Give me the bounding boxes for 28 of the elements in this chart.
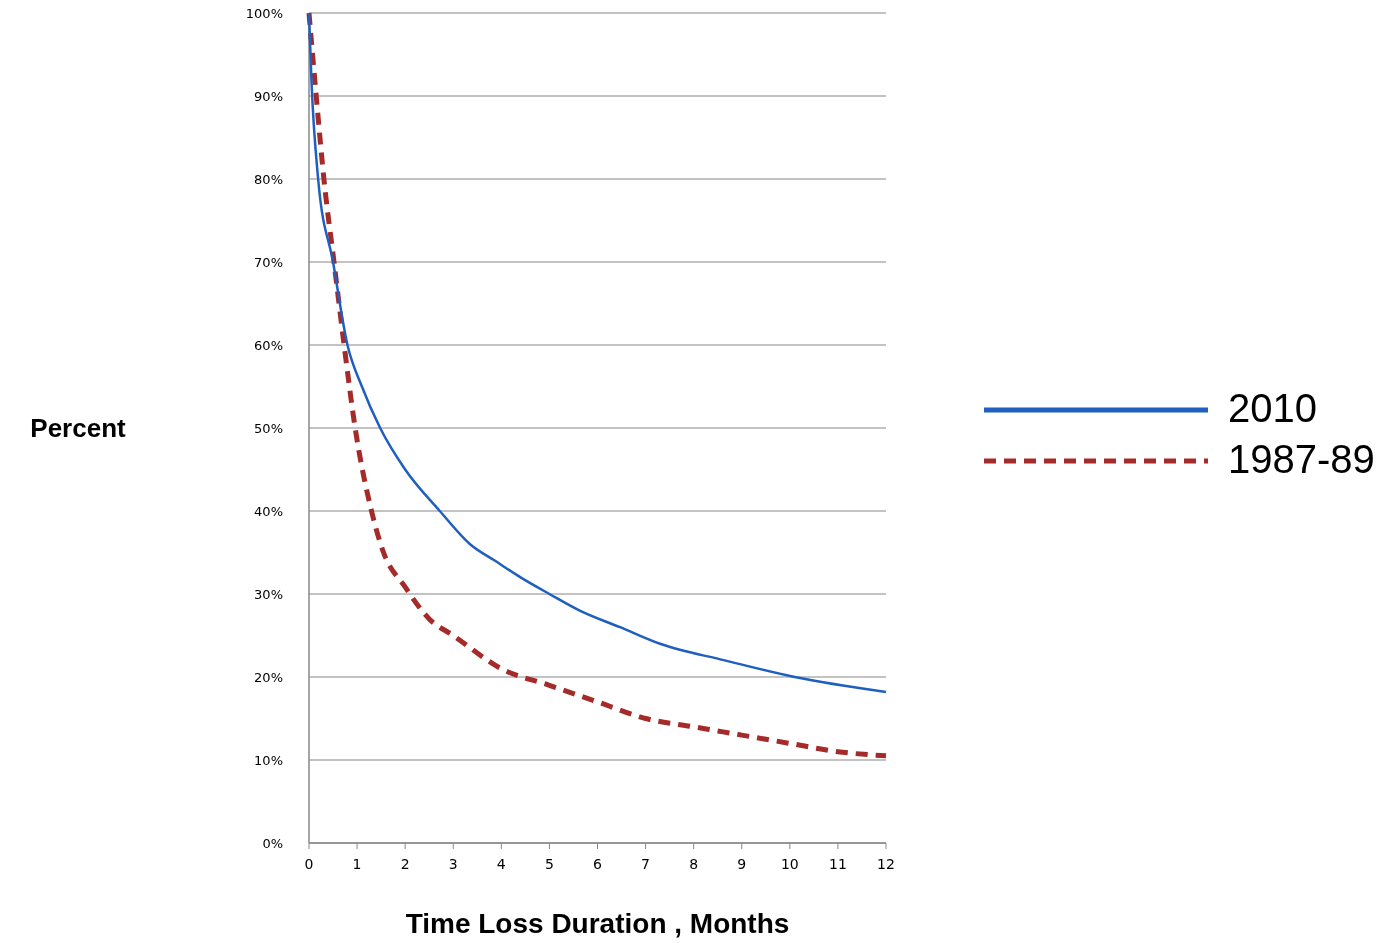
x-tick-label: 1 — [352, 856, 362, 872]
y-tick-label: 30% — [254, 587, 283, 602]
x-tick-label: 7 — [641, 856, 651, 872]
x-tick-label: 11 — [829, 856, 847, 872]
y-tick-label: 0% — [262, 836, 283, 851]
y-tick-label: 90% — [254, 89, 283, 104]
y-tick-label: 20% — [254, 670, 283, 685]
x-tick-label: 0 — [304, 856, 314, 872]
y-tick-label: 60% — [254, 338, 283, 353]
y-axis-title: Percent — [30, 413, 127, 443]
x-tick-label: 2 — [400, 856, 410, 872]
y-tick-label: 80% — [254, 172, 283, 187]
text: 2010 — [1228, 386, 1317, 430]
y-tick-label: 70% — [254, 255, 283, 270]
y-tick-label: 40% — [254, 504, 283, 519]
text: 1987-89 — [1228, 437, 1375, 481]
y-tick-label: 50% — [254, 421, 283, 436]
x-tick-label: 6 — [593, 856, 603, 872]
x-tick-label: 8 — [689, 856, 699, 872]
x-tick-label: 5 — [544, 856, 554, 872]
y-tick-label: 100% — [245, 6, 283, 21]
x-tick-label: 4 — [496, 856, 506, 872]
x-tick-label: 9 — [737, 856, 747, 872]
y-tick-label: 10% — [254, 753, 283, 768]
x-axis-title: Time Loss Duration , Months — [405, 908, 790, 939]
x-tick-label: 12 — [877, 856, 895, 872]
x-tick-label: 3 — [448, 856, 458, 872]
x-tick-label: 10 — [780, 856, 799, 872]
